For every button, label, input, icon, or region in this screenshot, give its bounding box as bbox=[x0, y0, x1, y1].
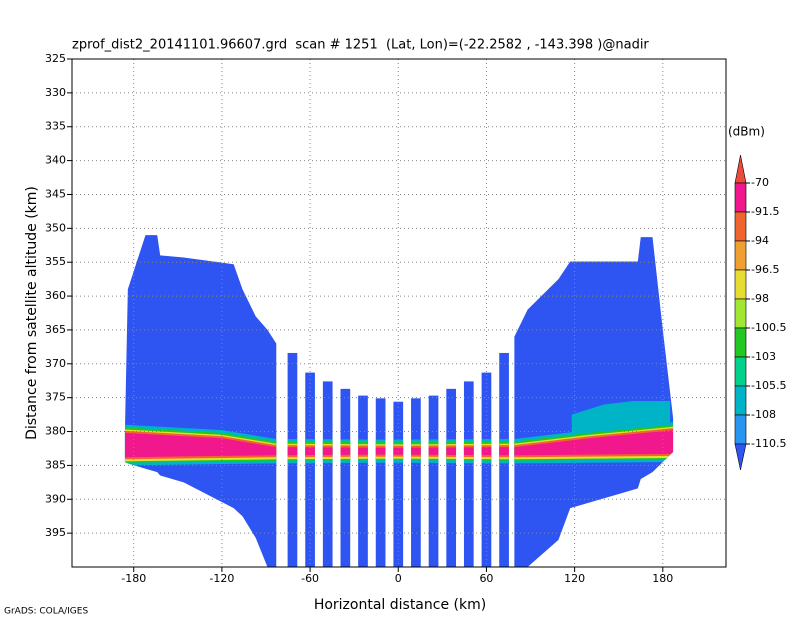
y-tick-label: 380 bbox=[45, 425, 66, 438]
colorbar-label: -108 bbox=[751, 408, 776, 421]
x-tick-label: -60 bbox=[301, 572, 319, 585]
stripe bbox=[322, 381, 333, 567]
y-tick-label: 395 bbox=[45, 526, 66, 539]
y-tick-label: 390 bbox=[45, 492, 66, 505]
colorbar-arrow-bottom bbox=[734, 443, 747, 471]
colorbar-label: -105.5 bbox=[751, 379, 786, 392]
colorbar-label: -100.5 bbox=[751, 321, 786, 334]
colorbar-label: -94 bbox=[751, 234, 769, 247]
colorbar-segment bbox=[734, 414, 747, 445]
chart-title: zprof_dist2_20141101.96607.grd scan # 12… bbox=[72, 38, 649, 53]
colorbar-segment bbox=[734, 182, 747, 213]
colorbar-segment bbox=[734, 211, 747, 242]
stripe bbox=[428, 395, 439, 567]
stripe bbox=[375, 398, 386, 567]
swath bbox=[514, 237, 674, 567]
y-tick-label: 350 bbox=[45, 221, 66, 234]
colorbar-label: -70 bbox=[751, 176, 769, 189]
x-tick-label: 0 bbox=[395, 572, 402, 585]
x-axis-label: Horizontal distance (km) bbox=[314, 597, 486, 613]
colorbar-segment bbox=[734, 269, 747, 300]
colorbar-label: -98 bbox=[751, 292, 769, 305]
y-tick-label: 345 bbox=[45, 187, 66, 200]
swath bbox=[124, 235, 277, 567]
y-tick-label: 355 bbox=[45, 255, 66, 268]
stripe bbox=[481, 372, 492, 567]
y-tick-label: 360 bbox=[45, 289, 66, 302]
stripe bbox=[411, 398, 421, 567]
colorbar-segment bbox=[734, 385, 747, 416]
y-tick-label: 365 bbox=[45, 323, 66, 336]
colorbar-label: -110.5 bbox=[751, 437, 786, 450]
x-tick-label: -120 bbox=[209, 572, 234, 585]
colorbar-segment bbox=[734, 356, 747, 387]
colorbar-label: -103 bbox=[751, 350, 776, 363]
y-tick-label: 325 bbox=[45, 52, 66, 65]
colorbar-arrow-top bbox=[734, 154, 747, 184]
x-tick-label: 120 bbox=[564, 572, 585, 585]
colorbar-label: -91.5 bbox=[751, 205, 779, 218]
y-axis-label: Distance from satellite altitude (km) bbox=[24, 186, 40, 440]
x-tick-label: -180 bbox=[121, 572, 146, 585]
y-tick-label: 330 bbox=[45, 86, 66, 99]
y-tick-label: 335 bbox=[45, 120, 66, 133]
colorbar-label: -96.5 bbox=[751, 263, 779, 276]
stripe bbox=[305, 372, 315, 567]
colorbar-segment bbox=[734, 327, 747, 358]
stripe bbox=[358, 395, 368, 567]
plot-area bbox=[124, 235, 674, 567]
y-tick-label: 385 bbox=[45, 458, 66, 471]
colorbar-segment bbox=[734, 298, 747, 329]
echo-layers bbox=[124, 401, 674, 466]
x-tick-label: 60 bbox=[479, 572, 493, 585]
stripe bbox=[446, 388, 457, 567]
credit: GrADS: COLA/IGES bbox=[4, 607, 88, 617]
y-tick-label: 340 bbox=[45, 154, 66, 167]
plot-frame bbox=[71, 58, 727, 568]
stripe bbox=[393, 401, 404, 567]
stripe bbox=[463, 381, 474, 567]
x-tick-label: 180 bbox=[652, 572, 673, 585]
colorbar-unit: (dBm) bbox=[728, 125, 765, 139]
stripe bbox=[340, 388, 351, 567]
echo-layer bbox=[124, 430, 674, 458]
y-tick-label: 375 bbox=[45, 391, 66, 404]
colorbar-segment bbox=[734, 240, 747, 271]
y-tick-label: 370 bbox=[45, 357, 66, 370]
